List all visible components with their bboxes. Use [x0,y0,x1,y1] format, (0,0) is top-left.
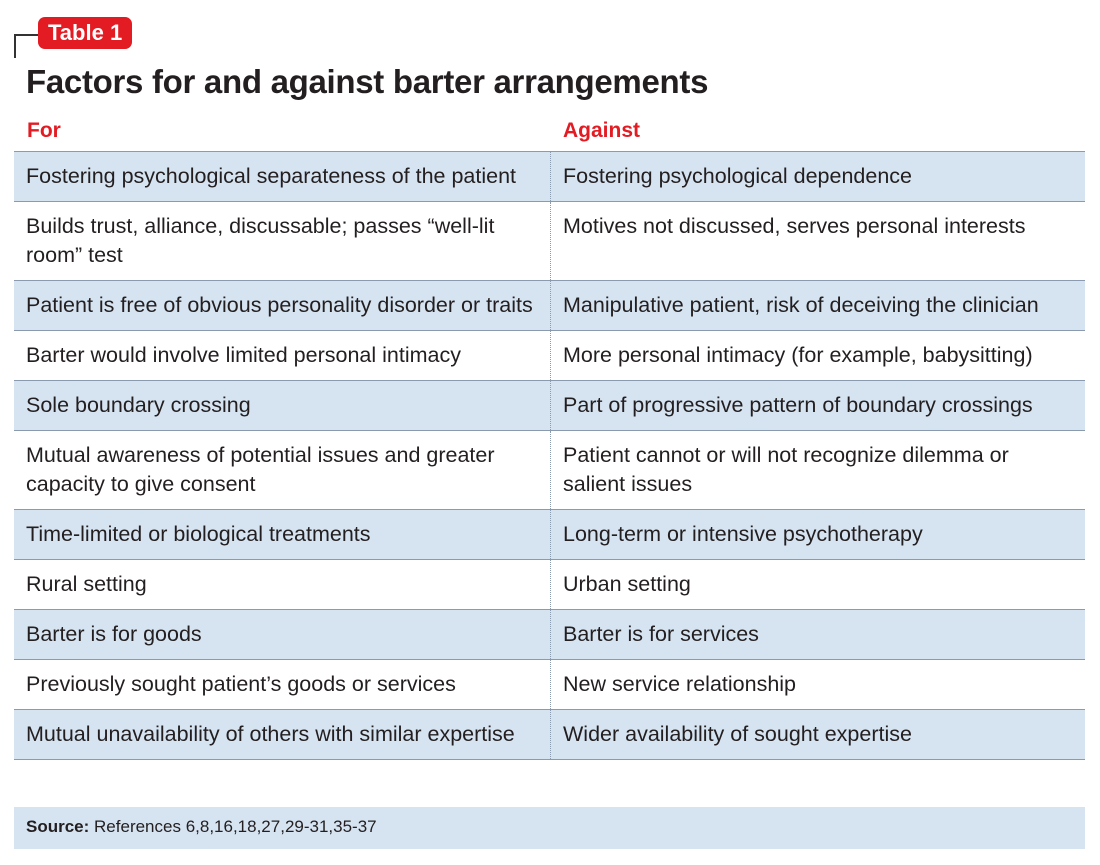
for-cell: Barter is for goods [14,610,551,659]
against-cell: Urban setting [563,572,691,596]
table-row: Mutual unavailability of others with sim… [14,710,1085,760]
against-cell: More personal intimacy (for example, bab… [563,343,1033,367]
table-row: Mutual awareness of potential issues and… [14,431,1085,510]
source-text: References 6,8,16,18,27,29-31,35-37 [94,817,377,836]
against-cell: New service relationship [563,672,797,696]
against-cell: Long-term or intensive psychotherapy [563,522,923,546]
for-cell: Previously sought patient’s goods or ser… [14,660,551,709]
table-row: Barter is for goods Barter is for servic… [14,610,1085,660]
table-row: Patient is free of obvious personality d… [14,281,1085,331]
column-header-for: For [27,119,61,142]
source-label: Source: [26,817,90,836]
for-cell: Patient is free of obvious personality d… [14,281,551,330]
source-note: Source: References 6,8,16,18,27,29-31,35… [14,807,1085,849]
for-cell: Rural setting [14,560,551,609]
table-row: Fostering psychological separateness of … [14,152,1085,202]
table-row: Barter would involve limited personal in… [14,331,1085,381]
for-cell: Builds trust, alliance, discussable; pas… [14,202,551,280]
against-cell: Barter is for services [563,622,759,646]
for-cell: Fostering psychological separateness of … [14,152,551,201]
table-title: Factors for and against barter arrangeme… [26,63,709,100]
barter-factors-table: Fostering psychological separateness of … [14,151,1085,760]
table-row: Builds trust, alliance, discussable; pas… [14,202,1085,281]
for-cell: Mutual unavailability of others with sim… [14,710,551,759]
against-cell: Patient cannot or will not recognize dil… [563,443,1009,496]
against-cell: Wider availability of sought expertise [563,722,912,746]
column-header-against: Against [563,119,641,142]
for-cell: Sole boundary crossing [14,381,551,430]
table-row: Previously sought patient’s goods or ser… [14,660,1085,710]
against-cell: Manipulative patient, risk of deceiving … [563,293,1039,317]
against-cell: Motives not discussed, serves personal i… [563,214,1026,238]
corner-bracket [14,34,38,58]
against-cell: Part of progressive pattern of boundary … [563,393,1033,417]
for-cell: Time-limited or biological treatments [14,510,551,559]
table-row: Sole boundary crossing Part of progressi… [14,381,1085,431]
against-cell: Fostering psychological dependence [563,164,913,188]
for-cell: Barter would involve limited personal in… [14,331,551,380]
table-row: Rural setting Urban setting [14,560,1085,610]
for-cell: Mutual awareness of potential issues and… [14,431,551,509]
table-row: Time-limited or biological treatments Lo… [14,510,1085,560]
table-number-badge: Table 1 [38,17,133,49]
